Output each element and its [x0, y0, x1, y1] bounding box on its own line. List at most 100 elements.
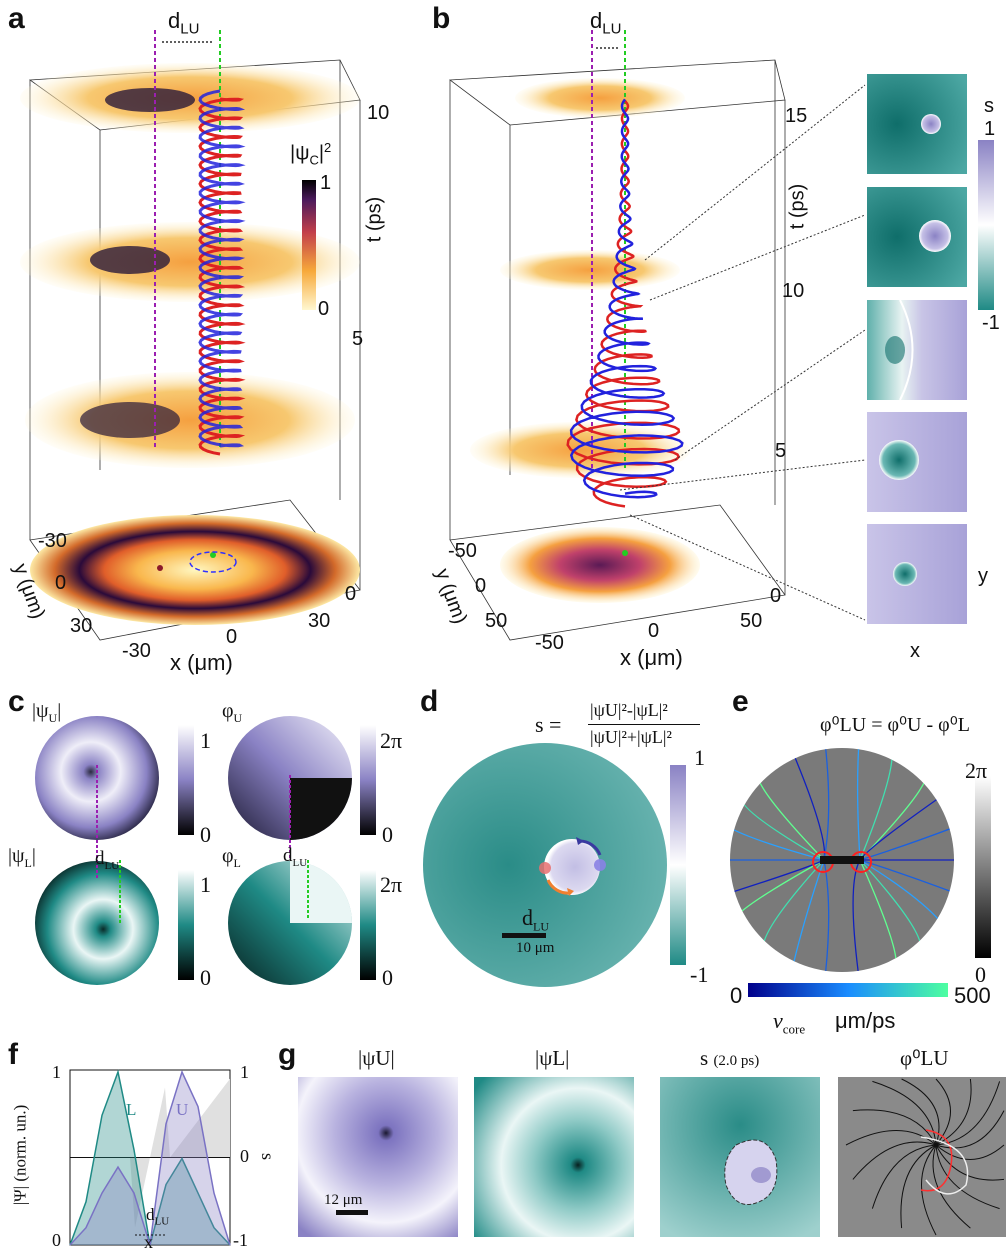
panel-d-map — [423, 743, 686, 987]
panel-f-rtick-0: 0 — [240, 1146, 249, 1166]
panel-b-x-axis: x (μm) — [620, 645, 683, 670]
panel-a-t-tick-10: 10 — [367, 102, 390, 124]
panel-c-phi-l-title: φL — [222, 845, 241, 870]
panel-b-x-tick-2: 50 — [740, 610, 763, 632]
panel-b-inset-x: x — [910, 640, 920, 662]
panel-f-ytick-0: 0 — [52, 1230, 61, 1250]
streamline — [845, 1130, 937, 1146]
panel-b-y-tick-1: 0 — [475, 575, 487, 597]
panel-f-ytick-1: 1 — [52, 1062, 61, 1082]
panel-b-s-max: 1 — [984, 118, 996, 140]
panel-e-v-min: 0 — [730, 983, 743, 1008]
panel-b-label: b — [432, 2, 451, 35]
panel-a-t-tick-5: 5 — [352, 328, 364, 350]
panel-f-chart — [69, 1069, 231, 1246]
panel-b-t-tick-10: 10 — [782, 280, 805, 302]
s-shade — [70, 1078, 230, 1228]
panel-g-maps — [298, 1077, 1006, 1237]
panel-f-xlabel: x — [144, 1232, 153, 1252]
panel-e-cb-max: 2π — [965, 758, 988, 783]
panel-d-label: d — [420, 685, 439, 718]
panel-c-cb2-max: 2π — [380, 728, 403, 753]
streamline — [932, 1144, 971, 1229]
streamline — [852, 859, 861, 972]
panel-f-rtick-1: 1 — [240, 1062, 249, 1082]
streamline — [935, 1144, 1005, 1160]
panel-d-scale: 10 μm — [516, 940, 555, 956]
panel-f-dlu: dLU — [146, 1205, 170, 1228]
panel-f-ylabel: |Ψ| (norm. un.) — [10, 1104, 30, 1206]
panel-c-dlu-1: dLU — [95, 848, 120, 872]
panel-c-cb1-max: 1 — [200, 728, 211, 753]
panel-b-s-label: s — [984, 95, 994, 117]
panel-b-t-tick-5: 5 — [775, 440, 787, 462]
area-L — [70, 1072, 230, 1245]
panel-e-v-max: 500 — [954, 983, 991, 1008]
streamline — [852, 1109, 937, 1146]
panel-b-insets — [867, 74, 967, 624]
panel-e-v-unit: μm/ps — [835, 1008, 896, 1033]
panel-c-cb4-max: 2π — [380, 872, 403, 897]
streamline — [859, 859, 954, 895]
panel-c-cb3-max: 1 — [200, 872, 211, 897]
panel-c-dlu-2: dLU — [283, 845, 308, 869]
panel-e-label: e — [732, 685, 749, 718]
streamline — [935, 1078, 972, 1146]
helix-red — [198, 97, 246, 456]
panel-f-ylabel-right: s — [258, 1152, 279, 1161]
panel-a-cb-min: 0 — [318, 298, 330, 320]
panel-e-cb-min: 0 — [975, 962, 986, 987]
panel-e-v-label: vcore — [773, 1008, 806, 1037]
spiral-red — [566, 100, 681, 508]
panel-b-t-tick-0: 0 — [770, 585, 782, 607]
panel-b-x-tick-1: 0 — [648, 620, 660, 642]
panel-c-label: c — [8, 685, 25, 718]
streamline — [872, 1080, 937, 1146]
panel-c-psi-l-title: |ψL| — [8, 845, 36, 870]
streamline — [901, 1078, 940, 1146]
panel-a-x-tick-0: -30 — [122, 640, 151, 662]
panel-f-curve-U: U — [176, 1100, 189, 1119]
panel-a-x-tick-2: 30 — [308, 610, 331, 632]
panel-b-inset-y: y — [978, 565, 988, 587]
panel-g-title-s: s (2.0 ps) — [700, 1046, 760, 1070]
area-U — [70, 1072, 230, 1245]
panel-a-t-tick-0: 0 — [345, 583, 357, 605]
streamline — [871, 1144, 937, 1209]
streamline — [791, 859, 825, 970]
streamline — [856, 748, 861, 861]
panel-f-curve-L: L — [126, 1100, 137, 1119]
panel-a-x-axis: x (μm) — [170, 650, 233, 675]
streamline — [935, 1110, 1005, 1149]
streamline — [935, 1144, 1005, 1181]
panel-a-3d-plot — [20, 30, 361, 641]
spiral-blue — [569, 98, 684, 499]
panel-c-cb4-min: 0 — [382, 965, 393, 990]
panel-d-formula-lhs: s = — [535, 712, 562, 737]
panel-a-y-tick-0: -30 — [38, 530, 67, 552]
panel-d-dlu: dLU — [522, 905, 549, 934]
panel-f-label: f — [8, 1038, 18, 1071]
panel-b-s-min: -1 — [982, 312, 1000, 334]
panel-c-cb1-min: 0 — [200, 822, 211, 847]
panel-g-scale: 12 μm — [324, 1192, 363, 1208]
panel-d-numerator: |ψU|²-|ψL|² — [590, 700, 668, 720]
panel-g-label: g — [278, 1038, 297, 1071]
panel-a-colorbar-title: |ψC|2 — [290, 140, 332, 168]
panel-g-title-psiU: |ψU| — [358, 1046, 395, 1070]
streamline — [823, 859, 830, 972]
panel-a-y-tick-2: 30 — [70, 615, 93, 637]
panel-a-x-tick-1: 0 — [226, 626, 238, 648]
panel-d-fraction-bar — [588, 724, 700, 725]
line-U — [69, 1069, 231, 1246]
panel-b-y-tick-2: 50 — [485, 610, 508, 632]
panel-d-cb-max: 1 — [694, 745, 705, 770]
panel-e-streamplot — [730, 748, 991, 997]
panel-b-y-tick-0: -50 — [448, 540, 477, 562]
panel-a-y-tick-1: 0 — [55, 572, 67, 594]
panel-d-cb-min: -1 — [690, 962, 709, 987]
panel-g-title-phi: φ⁰LU — [900, 1046, 949, 1070]
panel-b-t-axis: t (ps) — [786, 183, 809, 230]
streamline — [852, 1141, 937, 1180]
panel-b-dlu-label: dLU — [590, 8, 622, 38]
